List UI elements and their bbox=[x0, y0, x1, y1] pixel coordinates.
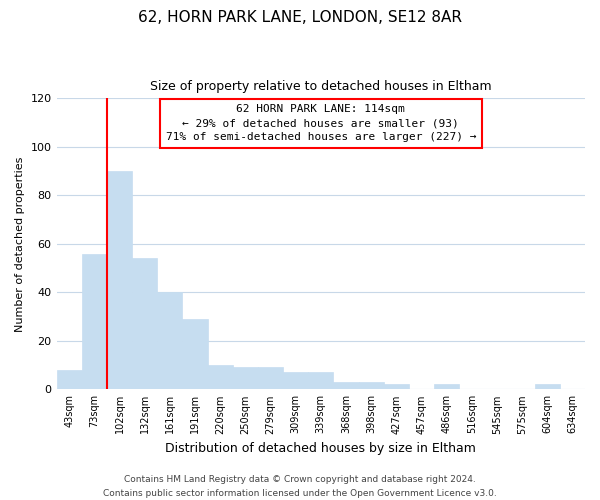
Bar bbox=[308, 372, 334, 390]
Bar bbox=[82, 254, 107, 390]
Bar bbox=[258, 368, 283, 390]
Bar bbox=[182, 319, 208, 390]
Bar bbox=[434, 384, 459, 390]
Text: Contains HM Land Registry data © Crown copyright and database right 2024.
Contai: Contains HM Land Registry data © Crown c… bbox=[103, 476, 497, 498]
Bar bbox=[107, 171, 132, 390]
Text: 62 HORN PARK LANE: 114sqm
← 29% of detached houses are smaller (93)
71% of semi-: 62 HORN PARK LANE: 114sqm ← 29% of detac… bbox=[166, 104, 476, 142]
Bar bbox=[283, 372, 308, 390]
Text: 62, HORN PARK LANE, LONDON, SE12 8AR: 62, HORN PARK LANE, LONDON, SE12 8AR bbox=[138, 10, 462, 25]
X-axis label: Distribution of detached houses by size in Eltham: Distribution of detached houses by size … bbox=[166, 442, 476, 455]
Bar bbox=[334, 382, 359, 390]
Title: Size of property relative to detached houses in Eltham: Size of property relative to detached ho… bbox=[150, 80, 491, 93]
Bar bbox=[359, 382, 383, 390]
Bar bbox=[56, 370, 82, 390]
Bar bbox=[157, 292, 182, 390]
Bar bbox=[233, 368, 258, 390]
Bar bbox=[208, 365, 233, 390]
Y-axis label: Number of detached properties: Number of detached properties bbox=[15, 156, 25, 332]
Bar bbox=[132, 258, 157, 390]
Bar bbox=[535, 384, 560, 390]
Bar bbox=[383, 384, 409, 390]
